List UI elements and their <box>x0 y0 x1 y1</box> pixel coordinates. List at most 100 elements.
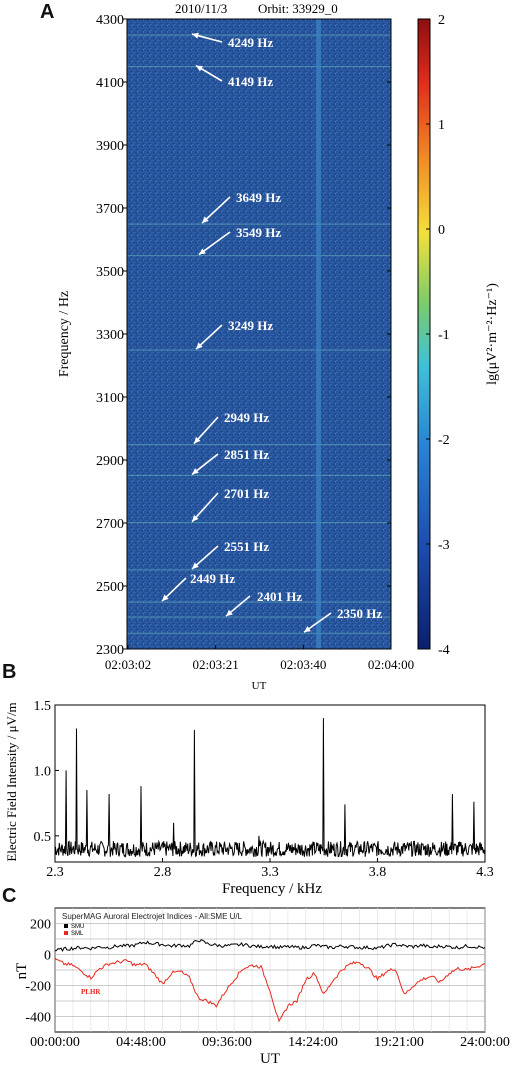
annotation-arrow <box>201 196 231 224</box>
spectrum-plot-area <box>54 704 486 863</box>
spectrogram-y-tick-label: 2300 <box>96 643 124 658</box>
ae-x-tick-label: 04:48:00 <box>116 1035 166 1050</box>
spectrum-y-label: Electric Field Intensity / μV/m <box>4 702 19 861</box>
ae-grid <box>54 908 486 1032</box>
annotation-arrow <box>198 231 231 256</box>
annotation-label: 2851 Hz <box>224 447 269 462</box>
annotation-label: 2449 Hz <box>190 571 235 586</box>
ae-series-smu <box>54 938 486 952</box>
spectrogram-y-tick-label: 4100 <box>96 76 124 91</box>
colorbar-tick-label: 1 <box>438 118 445 133</box>
annotation-arrowhead <box>192 514 199 522</box>
panel-label-a: A <box>40 1 54 23</box>
legend-label-sml: SML <box>71 931 84 937</box>
annotation-arrow <box>191 492 219 523</box>
annotation-label: 2949 Hz <box>224 410 269 425</box>
spectrogram-date: 2010/11/3 <box>175 1 227 16</box>
spectrum-x-label: Frequency / kHz <box>222 881 322 897</box>
ae-x-tick-label: 24:00:00 <box>460 1035 510 1050</box>
spectrum-y-tick-label: 1.5 <box>34 699 52 714</box>
annotation-label: 4249 Hz <box>228 35 273 50</box>
annotation-label: 3249 Hz <box>228 318 273 333</box>
spectrogram-x-tick-label: 02:03:02 <box>105 657 151 672</box>
spectrogram-x-tick-label: 02:03:40 <box>280 657 326 672</box>
ae-x-tick-label: 14:24:00 <box>288 1035 338 1050</box>
ae-y-ticks: 200 0 -200 -400 <box>25 918 51 1026</box>
spectrogram-y-tick-label: 2700 <box>96 517 124 532</box>
annotation-arrowhead <box>192 468 199 475</box>
panel-label-c: C <box>2 885 16 907</box>
vertical-emission-feature <box>316 19 321 649</box>
ae-y-tick-label: -200 <box>25 980 51 995</box>
annotation-arrowhead <box>199 248 206 255</box>
spectrum-y-tick-label: 0.5 <box>34 830 52 845</box>
spectrogram-y-tick-label: 4300 <box>96 13 124 28</box>
spectrogram-y-tick-label: 3100 <box>96 391 124 406</box>
spectrogram-x-label: UT <box>252 680 267 692</box>
ae-x-tick-label: 19:21:00 <box>374 1035 424 1050</box>
spectrogram-orbit: Orbit: 33929_0 <box>258 1 338 16</box>
spectrogram-y-tick-label: 2500 <box>96 580 124 595</box>
spectrogram-y-tick-label: 3300 <box>96 328 124 343</box>
spectrogram-y-ticks: 2300 2500 2700 2900 3100 3300 3500 3700 3900 4100… <box>96 13 391 658</box>
spectrum-series-line <box>54 718 486 858</box>
spectrum-x-tick-label: 4.3 <box>476 865 494 880</box>
legend-swatch-smu <box>64 924 68 928</box>
spectrum-x-tick-label: 3.3 <box>261 865 279 880</box>
spectrogram-plot-area <box>127 19 391 649</box>
annotation-label: 4149 Hz <box>228 74 273 89</box>
spectrum-y-ticks: 0.5 1.0 1.5 <box>34 699 59 845</box>
spectrogram-y-tick-label: 2900 <box>96 454 124 469</box>
spectrogram-y-tick-label: 3700 <box>96 202 124 217</box>
annotation-arrowhead <box>162 594 169 602</box>
ae-x-tick-label: 09:36:00 <box>202 1035 252 1050</box>
ae-x-tick-label: 00:00:00 <box>30 1035 80 1050</box>
colorbar-tick-label: 0 <box>438 223 445 238</box>
colorbar-tick-label: -4 <box>438 643 450 658</box>
annotation-arrowhead <box>196 65 203 72</box>
spectrum-x-tick-label: 2.3 <box>46 865 64 880</box>
ae-y-tick-label: 0 <box>44 949 51 964</box>
panel-label-b: B <box>2 661 16 683</box>
annotation-arrowhead <box>202 216 209 224</box>
spectrogram-x-tick-label: 02:04:00 <box>368 657 414 672</box>
annotation-arrowhead <box>196 342 203 350</box>
spectrogram-x-ticks: 02:03:02 02:03:21 02:03:40 02:04:00 <box>105 645 414 672</box>
spectrogram-y-label: Frequency / Hz <box>57 291 72 377</box>
ae-y-label: nT <box>14 963 30 980</box>
spectrogram-y-tick-label: 3900 <box>96 139 124 154</box>
ae-x-ticks: 00:00:00 04:48:00 09:36:00 14:24:00 19:21:00… <box>30 1035 510 1050</box>
ae-y-tick-label: -400 <box>25 1011 51 1026</box>
annotation-arrowhead <box>192 32 199 39</box>
annotation-arrowhead <box>192 562 199 569</box>
spectrogram-x-tick-label: 02:03:21 <box>193 657 239 672</box>
annotation-label: 2350 Hz <box>337 606 382 621</box>
ae-title: SuperMAG Auroral Electrojet Indices - Al… <box>62 912 243 921</box>
annotation-arrowhead <box>304 626 311 633</box>
annotation-arrowhead <box>226 609 233 617</box>
spectrogram-annotations: 4249 Hz 4149 Hz 3649 Hz 3549 Hz 3249 Hz 2949 … <box>161 32 382 633</box>
ae-x-label: UT <box>260 1051 280 1067</box>
annotation-label: 2401 Hz <box>257 589 302 604</box>
colorbar-tick-label: -1 <box>438 328 450 343</box>
spectrum-y-tick-label: 1.0 <box>34 764 52 779</box>
colorbar-ticks: 2 1 0 -1 -2 -3 -4 <box>426 13 450 658</box>
annotation-label: 3649 Hz <box>236 190 281 205</box>
spectrogram-y-tick-label: 3500 <box>96 265 124 280</box>
colorbar-tick-label: -2 <box>438 433 450 448</box>
spectrum-x-ticks: 2.3 2.8 3.3 3.8 4.3 <box>46 858 494 880</box>
annotation-arrowhead <box>194 436 201 444</box>
spectrum-x-tick-label: 2.8 <box>154 865 172 880</box>
annotation-label: 3549 Hz <box>236 225 281 240</box>
colorbar-label: lg(μV²·m⁻²·Hz⁻¹) <box>485 283 500 385</box>
spectrogram-lines <box>127 34 391 634</box>
ae-annotation-plhr: PLHR <box>81 988 101 996</box>
colorbar-tick-label: 2 <box>438 13 445 28</box>
legend-label-smu: SMU <box>71 924 84 930</box>
ae-y-tick-label: 200 <box>30 918 51 933</box>
annotation-label: 2551 Hz <box>224 539 269 554</box>
ae-series-sml <box>54 957 486 1023</box>
annotation-label: 2701 Hz <box>224 486 269 501</box>
legend-swatch-sml <box>64 931 68 935</box>
